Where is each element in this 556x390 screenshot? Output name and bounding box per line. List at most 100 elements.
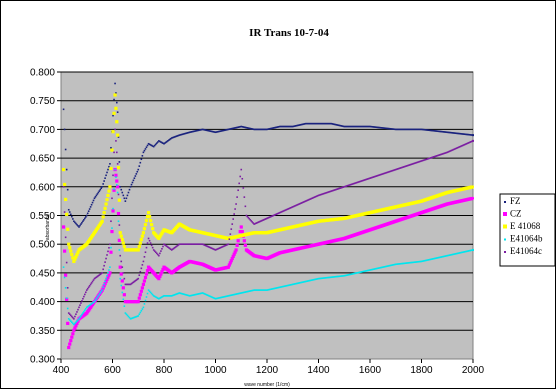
data-point: [347, 274, 350, 276]
data-point: [146, 144, 149, 147]
data-point: [360, 180, 363, 182]
data-point: [321, 122, 324, 125]
series-4: [62, 128, 474, 320]
data-point: [448, 131, 451, 134]
legend-marker: [504, 201, 506, 203]
data-point: [67, 242, 71, 246]
data-point: [171, 248, 174, 251]
data-point: [136, 300, 140, 304]
data-point: [279, 125, 281, 128]
data-point: [127, 283, 130, 286]
data-point: [242, 239, 246, 243]
data-point: [90, 203, 93, 206]
data-point: [150, 292, 153, 295]
data-point: [353, 182, 356, 185]
data-point: [268, 216, 270, 219]
data-point: [468, 141, 470, 144]
data-point: [72, 322, 74, 325]
data-point: [331, 190, 333, 192]
data-point: [243, 126, 246, 128]
data-point: [143, 303, 146, 305]
data-point: [405, 165, 407, 167]
data-point: [268, 128, 270, 130]
data-point: [421, 260, 424, 262]
data-point: [219, 130, 222, 132]
data-point: [388, 264, 391, 267]
data-point: [470, 185, 474, 189]
data-point: [328, 191, 330, 193]
data-point: [472, 185, 474, 188]
data-point: [401, 128, 403, 131]
data-point: [97, 191, 100, 194]
data-point: [115, 179, 119, 183]
data-point: [100, 290, 103, 293]
data-point: [137, 315, 140, 317]
data-point: [424, 259, 427, 262]
data-point: [263, 289, 265, 291]
data-point: [280, 125, 282, 128]
data-point: [151, 293, 154, 296]
data-point: [287, 284, 290, 287]
data-point: [271, 288, 273, 290]
data-point: [390, 264, 393, 267]
data-point: [355, 272, 358, 274]
data-point: [196, 293, 199, 295]
data-point: [329, 122, 332, 125]
data-point: [295, 282, 297, 285]
data-point: [176, 244, 179, 247]
data-point: [159, 252, 161, 255]
data-point: [75, 313, 77, 316]
data-point: [239, 175, 242, 178]
data-point: [186, 243, 189, 245]
data-point: [230, 228, 233, 230]
data-point: [122, 272, 125, 274]
data-point: [296, 282, 298, 285]
data-point: [420, 128, 423, 131]
data-point: [70, 252, 74, 257]
data-point: [204, 244, 207, 247]
data-point: [234, 248, 238, 252]
data-point: [395, 168, 398, 171]
data-point: [320, 277, 323, 280]
data-point: [438, 130, 440, 133]
data-point: [103, 206, 107, 210]
data-point: [416, 261, 419, 263]
data-point: [335, 123, 338, 126]
data-point: [232, 252, 236, 256]
data-point: [121, 286, 125, 290]
data-point: [108, 271, 112, 275]
data-point: [141, 231, 145, 235]
data-point: [459, 145, 462, 148]
data-point: [125, 197, 128, 200]
data-point: [281, 210, 284, 213]
data-point: [408, 164, 410, 166]
data-point: [107, 168, 109, 171]
data-point: [211, 296, 214, 299]
data-point: [440, 256, 442, 258]
data-point: [360, 271, 363, 273]
data-point: [338, 124, 341, 127]
data-point: [195, 243, 198, 245]
data-point: [159, 272, 163, 276]
data-point: [249, 290, 251, 292]
data-point: [440, 130, 442, 133]
data-point: [455, 132, 458, 135]
data-point: [213, 131, 216, 133]
data-point: [353, 272, 356, 275]
data-point: [398, 128, 400, 131]
data-point: [228, 294, 231, 297]
data-point: [130, 183, 133, 186]
data-point: [123, 197, 126, 200]
data-point: [95, 194, 98, 197]
data-point: [340, 275, 342, 277]
data-point: [175, 293, 178, 295]
data-point: [431, 258, 433, 260]
data-point: [370, 177, 372, 179]
series-layer: [61, 82, 474, 350]
data-point: [160, 250, 162, 252]
data-point: [346, 125, 349, 128]
data-point: [250, 220, 253, 222]
series-3: [62, 168, 474, 326]
data-point: [410, 261, 412, 264]
